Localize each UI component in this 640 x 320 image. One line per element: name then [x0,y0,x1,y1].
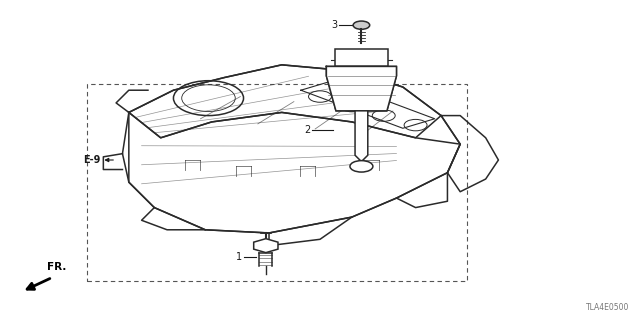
Text: 3: 3 [332,20,338,30]
Text: 1: 1 [236,252,243,262]
Text: TLA4E0500: TLA4E0500 [586,303,629,312]
Polygon shape [355,111,368,162]
Circle shape [350,161,373,172]
Text: E-9: E-9 [83,155,100,165]
Bar [88,84,467,281]
Text: 2: 2 [304,125,310,135]
Polygon shape [326,67,396,111]
Circle shape [353,21,370,29]
Polygon shape [335,49,388,67]
Polygon shape [253,239,278,252]
Text: FR.: FR. [47,262,67,272]
